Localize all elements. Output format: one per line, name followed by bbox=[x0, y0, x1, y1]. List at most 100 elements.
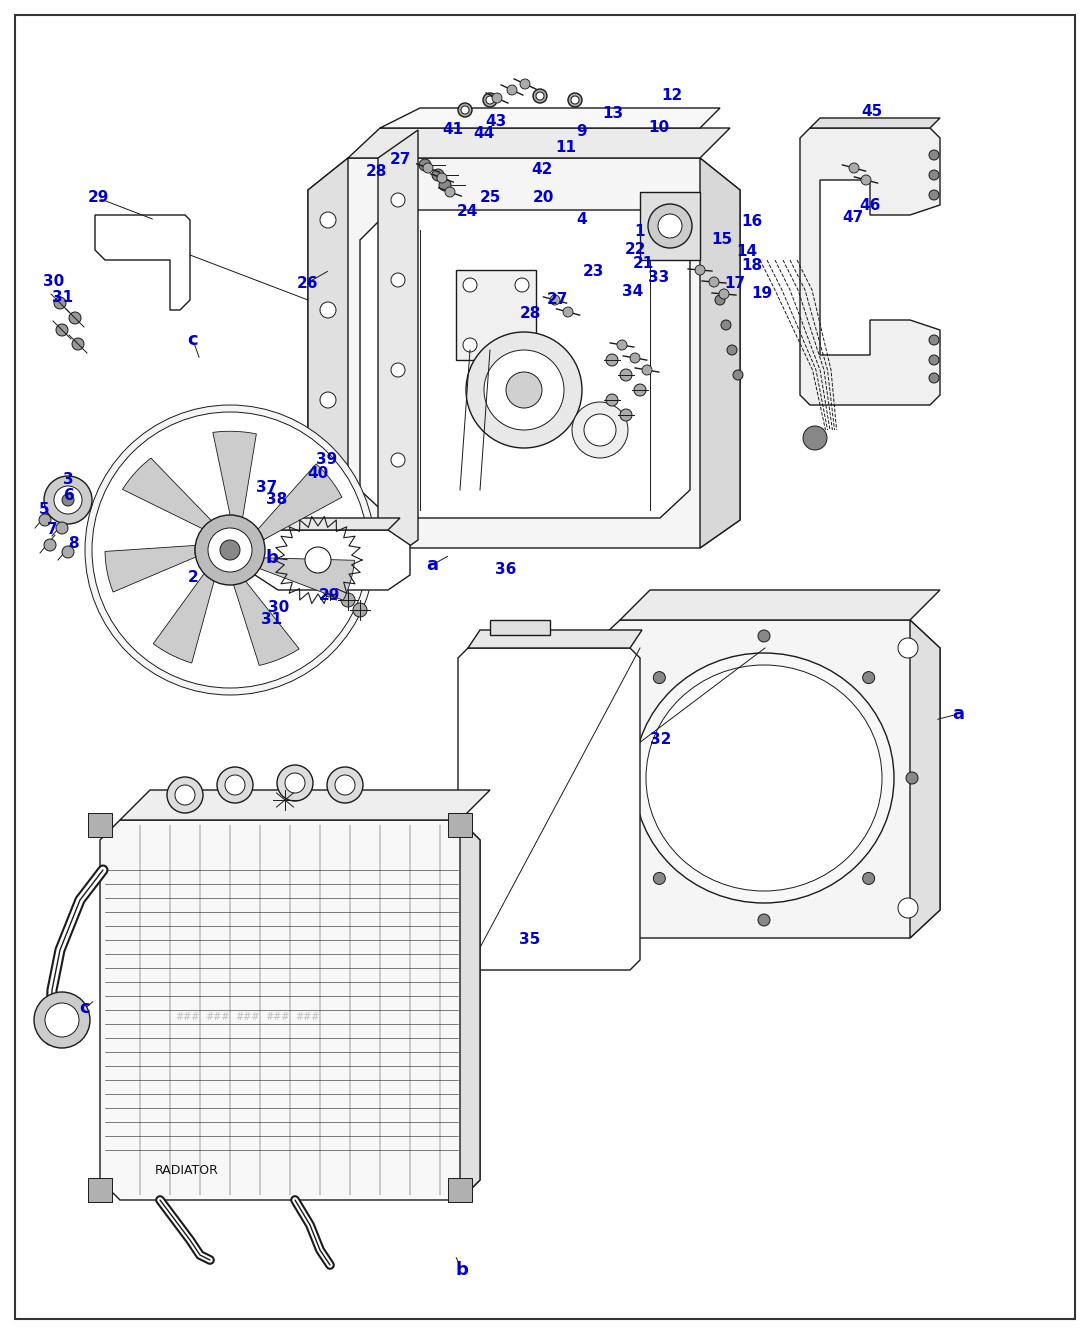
Text: a: a bbox=[952, 704, 964, 723]
Circle shape bbox=[506, 372, 542, 408]
Text: 28: 28 bbox=[365, 164, 387, 180]
Circle shape bbox=[715, 295, 725, 305]
Circle shape bbox=[323, 583, 337, 598]
Circle shape bbox=[56, 324, 68, 336]
Text: 5: 5 bbox=[38, 503, 49, 518]
Circle shape bbox=[536, 92, 544, 100]
Circle shape bbox=[634, 384, 646, 396]
Circle shape bbox=[391, 363, 405, 378]
Circle shape bbox=[571, 96, 579, 104]
Circle shape bbox=[732, 370, 743, 380]
Circle shape bbox=[929, 189, 938, 200]
Circle shape bbox=[929, 374, 938, 383]
Circle shape bbox=[225, 775, 245, 795]
Circle shape bbox=[492, 93, 502, 103]
Polygon shape bbox=[255, 530, 410, 590]
Text: 31: 31 bbox=[262, 612, 282, 627]
Circle shape bbox=[898, 638, 918, 658]
Text: a: a bbox=[426, 556, 438, 574]
Text: 14: 14 bbox=[737, 244, 758, 260]
Text: 27: 27 bbox=[546, 292, 568, 308]
Circle shape bbox=[419, 159, 431, 171]
Circle shape bbox=[44, 476, 92, 524]
Polygon shape bbox=[800, 128, 940, 406]
Circle shape bbox=[44, 539, 56, 551]
Text: 41: 41 bbox=[443, 123, 463, 137]
Circle shape bbox=[507, 85, 517, 95]
Circle shape bbox=[461, 105, 469, 113]
Circle shape bbox=[320, 392, 336, 408]
Text: 25: 25 bbox=[480, 189, 500, 204]
Text: 23: 23 bbox=[582, 264, 604, 280]
Circle shape bbox=[327, 767, 363, 803]
Circle shape bbox=[620, 370, 632, 382]
Text: 1: 1 bbox=[634, 224, 645, 240]
Text: 12: 12 bbox=[662, 88, 682, 104]
Polygon shape bbox=[700, 157, 740, 548]
Text: 10: 10 bbox=[649, 120, 669, 135]
Circle shape bbox=[610, 772, 622, 784]
Circle shape bbox=[353, 603, 367, 618]
Polygon shape bbox=[233, 580, 299, 666]
Text: 46: 46 bbox=[859, 197, 881, 212]
Text: 34: 34 bbox=[622, 284, 643, 300]
Polygon shape bbox=[120, 790, 490, 820]
Text: 29: 29 bbox=[87, 191, 109, 205]
Circle shape bbox=[320, 212, 336, 228]
Text: 19: 19 bbox=[751, 285, 773, 300]
Polygon shape bbox=[122, 458, 213, 530]
Circle shape bbox=[62, 494, 74, 506]
Text: ###: ### bbox=[295, 1013, 319, 1022]
Circle shape bbox=[391, 193, 405, 207]
Text: 11: 11 bbox=[556, 140, 577, 155]
Polygon shape bbox=[458, 648, 640, 970]
Circle shape bbox=[849, 163, 859, 173]
Polygon shape bbox=[378, 129, 417, 568]
Text: 22: 22 bbox=[626, 243, 646, 257]
Circle shape bbox=[533, 89, 547, 103]
Circle shape bbox=[898, 898, 918, 918]
Polygon shape bbox=[348, 128, 730, 157]
Text: RADIATOR: RADIATOR bbox=[155, 1163, 219, 1177]
Text: 7: 7 bbox=[47, 523, 58, 538]
Polygon shape bbox=[460, 820, 480, 1201]
Text: c: c bbox=[80, 999, 90, 1017]
Text: 21: 21 bbox=[632, 256, 654, 272]
Circle shape bbox=[695, 265, 705, 275]
Circle shape bbox=[85, 406, 375, 695]
Circle shape bbox=[54, 486, 82, 514]
Text: 8: 8 bbox=[68, 535, 78, 551]
Text: 16: 16 bbox=[741, 215, 763, 229]
Circle shape bbox=[929, 149, 938, 160]
Circle shape bbox=[335, 775, 355, 795]
Polygon shape bbox=[456, 269, 536, 360]
Circle shape bbox=[758, 630, 770, 642]
Circle shape bbox=[929, 335, 938, 346]
Circle shape bbox=[758, 914, 770, 926]
Circle shape bbox=[92, 412, 368, 688]
Circle shape bbox=[514, 277, 529, 292]
Circle shape bbox=[617, 340, 627, 350]
Circle shape bbox=[208, 528, 252, 572]
Circle shape bbox=[550, 295, 560, 305]
Polygon shape bbox=[105, 546, 196, 592]
Circle shape bbox=[217, 767, 253, 803]
Text: 43: 43 bbox=[485, 115, 507, 129]
Text: 26: 26 bbox=[296, 276, 318, 291]
Text: 47: 47 bbox=[843, 211, 863, 225]
Polygon shape bbox=[590, 620, 940, 938]
Polygon shape bbox=[468, 630, 642, 648]
Polygon shape bbox=[380, 108, 720, 128]
Text: ###: ### bbox=[235, 1013, 259, 1022]
Text: 17: 17 bbox=[725, 276, 746, 292]
Polygon shape bbox=[154, 572, 215, 663]
Circle shape bbox=[220, 540, 240, 560]
Polygon shape bbox=[100, 820, 480, 1201]
Polygon shape bbox=[88, 1178, 112, 1202]
Circle shape bbox=[432, 169, 444, 181]
Polygon shape bbox=[810, 117, 940, 128]
Polygon shape bbox=[910, 620, 940, 938]
Circle shape bbox=[458, 103, 472, 117]
Circle shape bbox=[929, 355, 938, 366]
Circle shape bbox=[568, 93, 582, 107]
